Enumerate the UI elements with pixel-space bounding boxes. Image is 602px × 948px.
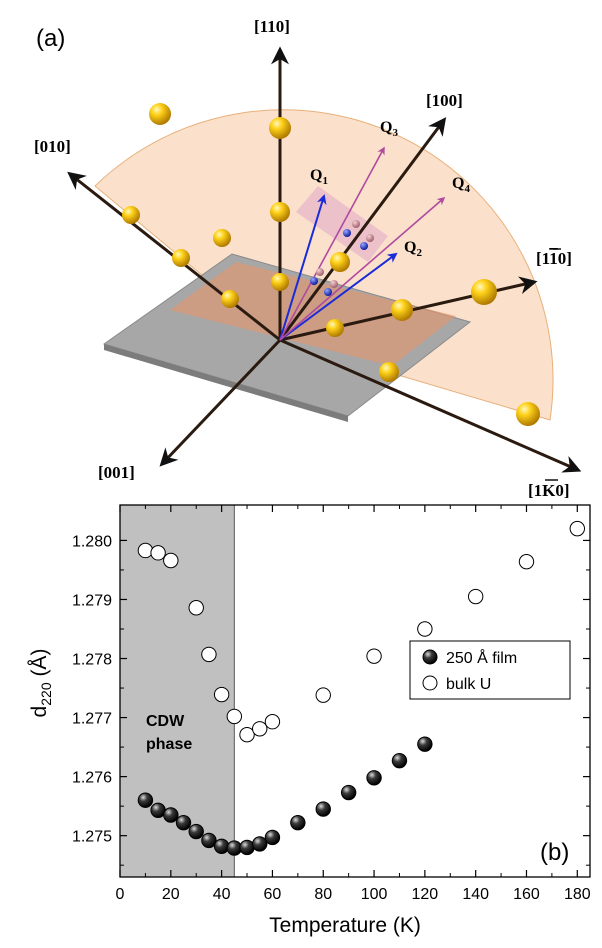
x-tick-label: 140 xyxy=(462,886,489,903)
legend-bulk-label: bulk U xyxy=(446,676,491,693)
overbar-letter: K xyxy=(542,481,556,500)
bulk-data-point xyxy=(137,542,154,559)
lattice-spheres xyxy=(122,103,540,426)
film-data-point xyxy=(391,752,408,769)
film-data-point xyxy=(290,814,306,831)
x-tick-label: 60 xyxy=(264,886,282,903)
film-data-point xyxy=(264,829,281,846)
bulk-data-point xyxy=(239,726,255,743)
axis-100 xyxy=(278,117,447,341)
q4-label: Q4 xyxy=(452,175,470,195)
axis-001 xyxy=(159,338,282,467)
film-data-point xyxy=(417,736,433,752)
y-tick-label: 1.276 xyxy=(72,770,112,787)
film-data-point xyxy=(239,839,255,856)
legend-bulk-marker xyxy=(422,675,438,691)
legend-film-marker xyxy=(422,649,438,665)
film-data-point xyxy=(201,832,217,849)
cdw-label-line2: phase xyxy=(146,736,192,753)
bulk-data-point xyxy=(518,553,535,570)
film-data-point xyxy=(366,770,382,786)
y-tick-label: 1.277 xyxy=(72,711,112,728)
x-axis-title: Temperature (K) xyxy=(269,914,421,937)
bulk-data-point xyxy=(213,686,230,703)
film-data-point xyxy=(137,792,154,808)
y-tick-label: 1.279 xyxy=(72,592,112,609)
x-tick-label: 180 xyxy=(564,886,591,903)
bulk-data-point xyxy=(163,552,179,569)
film-data-point xyxy=(213,838,230,854)
y-axis-title: d220 (Å) xyxy=(28,649,54,718)
film-data-point xyxy=(163,807,179,823)
x-tick-label: 80 xyxy=(314,886,332,903)
film-plate xyxy=(170,262,456,366)
bulk-data-point xyxy=(366,648,382,664)
axis-010-label: [010] xyxy=(34,137,71,156)
bulk-data-point xyxy=(252,721,268,737)
legend: 250 Å film bulk U xyxy=(409,640,571,700)
q3-label: Q3 xyxy=(380,119,398,139)
bulk-data-point xyxy=(201,646,217,663)
q4-vector xyxy=(279,196,446,341)
q3-vector xyxy=(279,146,385,341)
axis-1bar10-label: [110] xyxy=(536,249,572,268)
y-tick-label: 1.278 xyxy=(72,652,112,669)
x-tick-label: 100 xyxy=(361,886,388,903)
axis-ticks: 0 20 40 60 80 100 120 140 160 180 1.275 1.276 1.277 1… xyxy=(72,505,591,903)
x-tick-label: 40 xyxy=(213,886,231,903)
bulk-data-point xyxy=(569,520,585,537)
q-points xyxy=(310,220,374,296)
q-vectors xyxy=(279,146,446,341)
film-data-point xyxy=(175,814,192,831)
bulk-data-point xyxy=(417,621,433,637)
film-data-point xyxy=(252,836,268,852)
axis-110-label: [110] xyxy=(254,17,290,36)
legend-film-label: 250 Å film xyxy=(446,648,517,667)
bulk-data-point xyxy=(188,600,204,616)
bulk-data-point xyxy=(150,545,166,561)
bulk-data-point xyxy=(264,714,281,730)
y-tick-label: 1.280 xyxy=(72,533,112,550)
axis-1k0 xyxy=(279,338,582,473)
bulk-data-point xyxy=(315,687,331,703)
bulk-data-point xyxy=(467,588,484,605)
x-tick-label: 160 xyxy=(513,886,540,903)
q1-vector xyxy=(279,194,327,341)
data-points xyxy=(137,520,585,856)
q1-label: Q1 xyxy=(310,167,328,187)
axis-1k0-label: [1K0] xyxy=(528,481,570,500)
q2-label: Q2 xyxy=(404,239,422,259)
film-data-point xyxy=(315,801,331,817)
y-tick-label: 1.275 xyxy=(72,829,112,846)
x-tick-label: 20 xyxy=(162,886,180,903)
d220-vs-temperature-chart: CDW phase 0 20 40 60 80 100 120 140 160 180 1.275 1… xyxy=(28,504,591,937)
film-data-point xyxy=(340,784,357,801)
crystal-direction-diagram: (a) [110] [100] [010] [110] [001] [1K0] … xyxy=(34,17,582,500)
film-data-point xyxy=(188,823,204,840)
x-tick-label: 0 xyxy=(116,886,125,903)
axis-001-label: [001] xyxy=(98,463,135,482)
axis-100-label: [100] xyxy=(426,91,463,110)
overbar-digit: 1 xyxy=(549,249,558,268)
x-tick-label: 120 xyxy=(412,886,439,903)
panel-b-label: (b) xyxy=(540,839,569,866)
cdw-label-line1: CDW xyxy=(146,713,185,730)
bulk-data-point xyxy=(226,708,243,725)
panel-a-label: (a) xyxy=(36,25,65,52)
plot-frame xyxy=(119,504,591,878)
q2-vector xyxy=(279,252,398,341)
